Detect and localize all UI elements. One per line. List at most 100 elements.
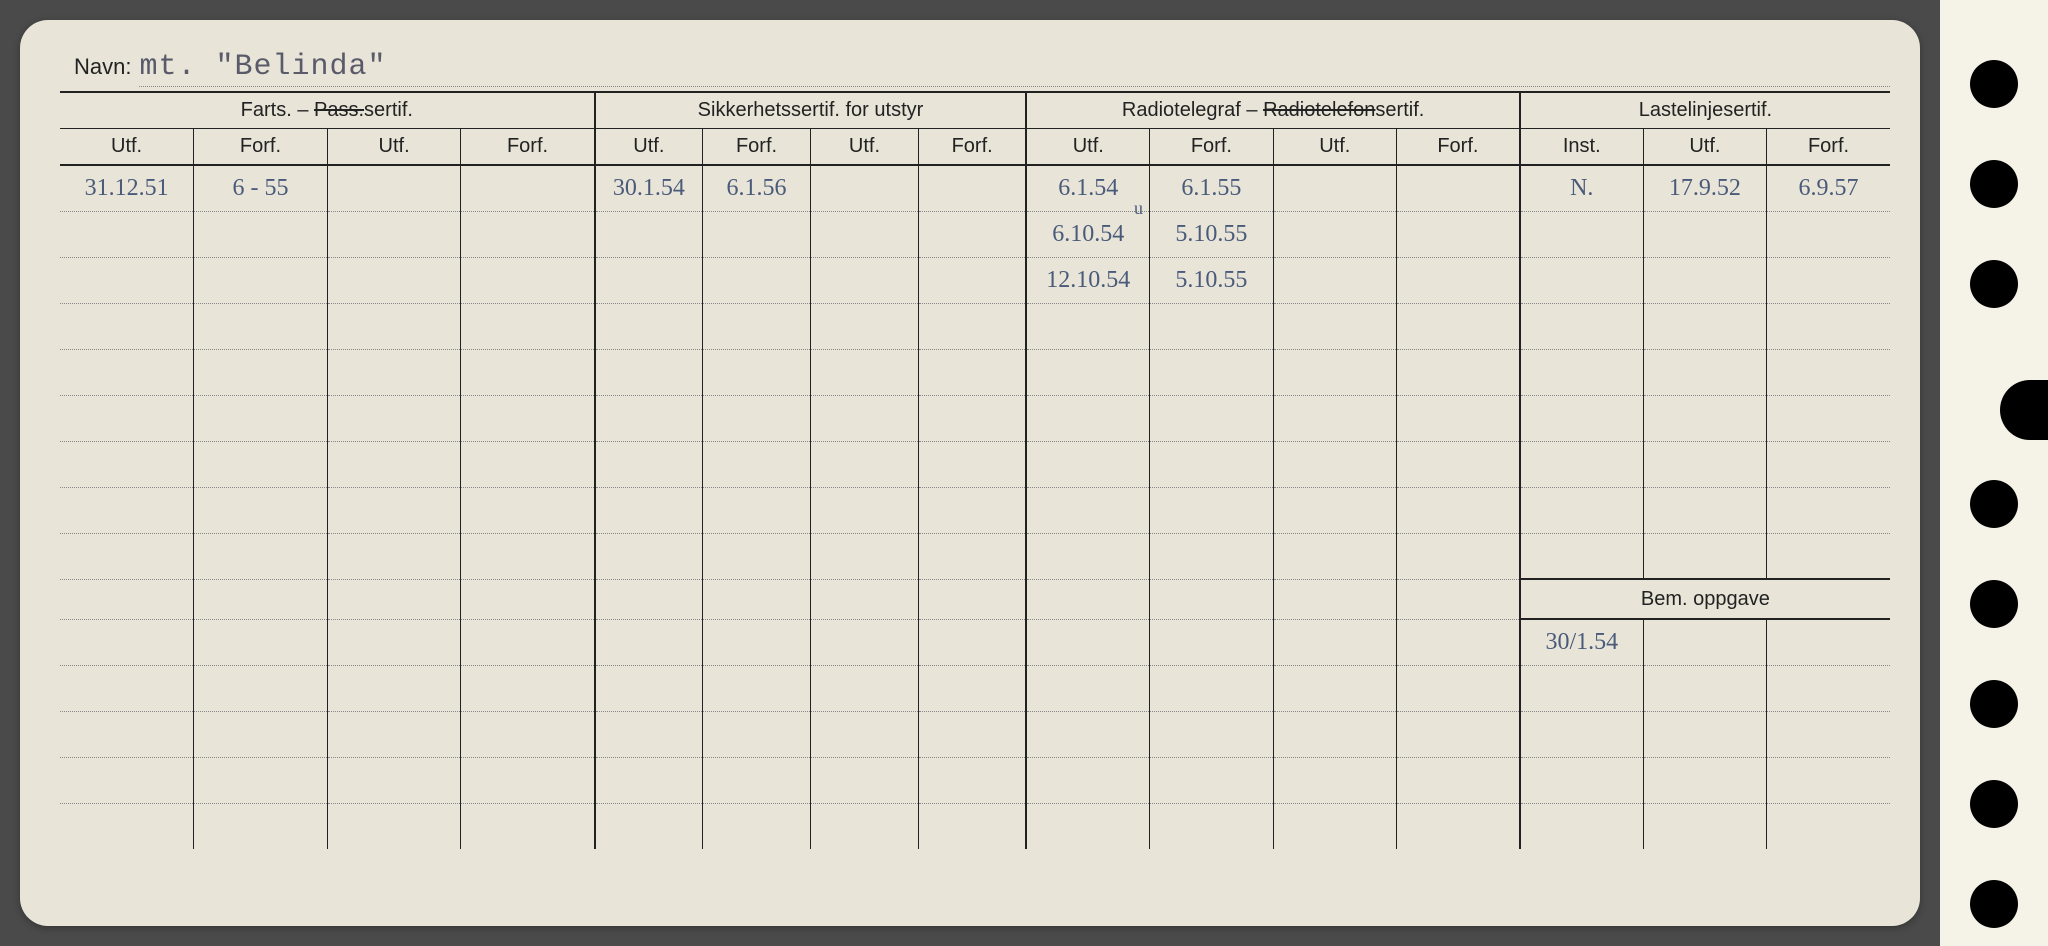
cell (810, 579, 918, 619)
cell (810, 165, 918, 211)
cell (595, 349, 703, 395)
table-row: 31.12.516 - 5530.1.546.1.566.1.546.1.55N… (60, 165, 1890, 211)
cell (595, 257, 703, 303)
cell (1396, 165, 1519, 211)
radio-header: Radiotelegraf – Radiotelefonsertif. (1026, 92, 1519, 129)
cell (1767, 711, 1890, 757)
table-row: 6.10.545.10.55 (60, 211, 1890, 257)
cell (810, 211, 918, 257)
cell (1767, 395, 1890, 441)
cell (703, 211, 811, 257)
cell (1520, 349, 1643, 395)
sikkerhets-header: Sikkerhetssertif. for utstyr (595, 92, 1027, 129)
cell (1767, 803, 1890, 849)
cell (1643, 395, 1766, 441)
farts-prefix: Farts. – (241, 99, 314, 121)
cell (1643, 619, 1766, 665)
cell (60, 349, 194, 395)
cell: 5.10.55 (1150, 257, 1273, 303)
cell (1026, 395, 1149, 441)
farts-struck: Pass. (314, 99, 364, 121)
cell (703, 757, 811, 803)
cell (1767, 257, 1890, 303)
sub-header-row: Utf. Forf. Utf. Forf. Utf. Forf. Utf. Fo… (60, 129, 1890, 166)
table-row (60, 803, 1890, 849)
table-row (60, 665, 1890, 711)
cell (194, 711, 328, 757)
table-body: 31.12.516 - 5530.1.546.1.566.1.546.1.55N… (60, 165, 1890, 849)
cell (1273, 579, 1396, 619)
cell (1396, 303, 1519, 349)
cell (1767, 619, 1890, 665)
cell (703, 441, 811, 487)
cell (1273, 803, 1396, 849)
cell (595, 803, 703, 849)
cell (1643, 257, 1766, 303)
cell (461, 757, 595, 803)
cell (918, 533, 1026, 579)
cell (1396, 619, 1519, 665)
cell (461, 303, 595, 349)
table-row (60, 487, 1890, 533)
cell (918, 665, 1026, 711)
cell (327, 533, 461, 579)
cell (194, 395, 328, 441)
cell (327, 303, 461, 349)
cell (1643, 533, 1766, 579)
cell (1150, 619, 1273, 665)
col-header: Forf. (703, 129, 811, 166)
cell (918, 711, 1026, 757)
cell (1273, 619, 1396, 665)
cell (327, 257, 461, 303)
cell (1150, 803, 1273, 849)
farts-header: Farts. – Pass.sertif. (60, 92, 595, 129)
cell (1026, 533, 1149, 579)
table-row (60, 757, 1890, 803)
cell (194, 349, 328, 395)
cell (1520, 803, 1643, 849)
radio-suffix: sertif. (1375, 99, 1424, 121)
cell (1643, 665, 1766, 711)
certificate-table: Farts. – Pass.sertif. Sikkerhetssertif. … (60, 91, 1890, 849)
cell (194, 487, 328, 533)
cell (60, 487, 194, 533)
cell (60, 757, 194, 803)
cell (194, 441, 328, 487)
cell (1767, 303, 1890, 349)
table-row (60, 533, 1890, 579)
annotation-u: u (1134, 198, 1143, 219)
cell (1520, 257, 1643, 303)
cell (810, 665, 918, 711)
cell (1643, 303, 1766, 349)
cell (461, 165, 595, 211)
cell (1520, 211, 1643, 257)
cell (810, 257, 918, 303)
table-row (60, 395, 1890, 441)
table-row: 12.10.545.10.55 (60, 257, 1890, 303)
cell (461, 665, 595, 711)
cell (327, 487, 461, 533)
cell (1767, 665, 1890, 711)
cell (1396, 487, 1519, 533)
cell (1150, 665, 1273, 711)
cell (461, 803, 595, 849)
cell (1643, 349, 1766, 395)
cell: 12.10.54 (1026, 257, 1149, 303)
cell (703, 619, 811, 665)
cell (1520, 757, 1643, 803)
cell (1396, 533, 1519, 579)
binder-hole (1970, 680, 2018, 728)
cell (1273, 711, 1396, 757)
cell (810, 441, 918, 487)
cell (810, 711, 918, 757)
cell (1273, 441, 1396, 487)
cell (1396, 211, 1519, 257)
cell (1767, 487, 1890, 533)
name-row: Navn: mt. "Belinda" (60, 50, 1890, 87)
cell (1273, 533, 1396, 579)
cell (461, 487, 595, 533)
cell (194, 665, 328, 711)
col-header: Forf. (1767, 129, 1890, 166)
cell (595, 579, 703, 619)
cell (1150, 533, 1273, 579)
